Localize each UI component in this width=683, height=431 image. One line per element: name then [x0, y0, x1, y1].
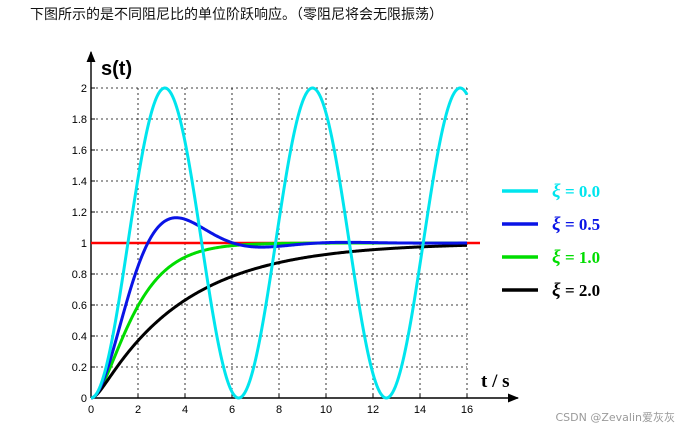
series-line-zeta-0: [90, 86, 469, 400]
x-axis-label: t / s: [481, 371, 510, 392]
tick-labels: 0 2 4 6 8 10 12 14 16 0 0.2 0.4 0.6 0.8 1 1.2 1.4 1.6 1.8 2: [72, 83, 473, 416]
y-tick-label: 1: [81, 238, 87, 250]
legend-xi-symbol: ξ: [552, 247, 561, 268]
watermark: CSDN @Zevalin爱灰灰: [555, 411, 676, 424]
legend-xi-symbol: ξ: [552, 181, 561, 202]
y-tick-label: 1.4: [72, 176, 87, 188]
y-tick-label: 0.6: [72, 300, 87, 312]
x-tick-label: 16: [461, 404, 473, 416]
y-tick-label: 0.4: [72, 331, 87, 343]
series-lines: [90, 86, 480, 400]
y-tick-label: 1.6: [72, 145, 87, 157]
series-line-zeta-0-5: [90, 216, 468, 400]
x-tick-label: 8: [276, 404, 282, 416]
legend-label: = 0.5: [565, 215, 600, 234]
legend-xi-symbol: ξ: [552, 280, 561, 301]
x-tick-label: 14: [414, 404, 426, 416]
legend: ξ = 0.0ξ = 0.5ξ = 1.0ξ = 2.0: [502, 181, 600, 301]
x-tick-label: 0: [88, 404, 94, 416]
x-tick-label: 10: [320, 404, 332, 416]
y-tick-label: 2: [81, 83, 87, 95]
legend-label: = 0.0: [565, 182, 600, 201]
legend-label: = 2.0: [565, 281, 600, 300]
axes: [86, 50, 520, 403]
y-tick-label: 0: [81, 393, 87, 405]
y-tick-label: 1.8: [72, 114, 87, 126]
x-tick-label: 6: [229, 404, 235, 416]
y-axis-label: s(t): [101, 58, 132, 80]
y-tick-label: 0.2: [72, 362, 87, 374]
y-tick-label: 1.2: [72, 207, 87, 219]
series-line-zeta-2: [90, 243, 468, 400]
legend-label: = 1.0: [565, 248, 600, 267]
x-tick-label: 4: [182, 404, 188, 416]
x-tick-label: 12: [367, 404, 379, 416]
y-tick-label: 0.8: [72, 269, 87, 281]
legend-xi-symbol: ξ: [552, 214, 561, 235]
caption-text: 下图所示的是不同阻尼比的单位阶跃响应。（零阻尼将会无限振荡）: [30, 7, 443, 23]
x-tick-label: 2: [135, 404, 141, 416]
